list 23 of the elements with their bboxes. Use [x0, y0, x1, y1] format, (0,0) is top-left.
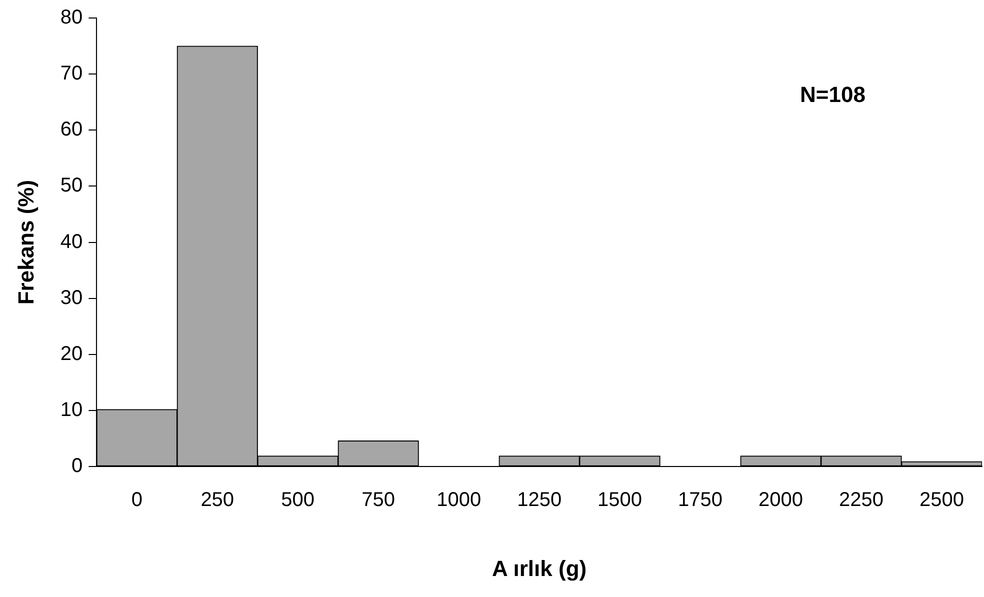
y-tick-label: 40	[60, 230, 83, 253]
y-tick-label: 70	[60, 62, 83, 85]
x-tick-label: 250	[200, 489, 234, 512]
x-tick-label: 1250	[517, 489, 562, 512]
y-tick-label: 60	[60, 118, 83, 141]
annotation: N=108	[800, 82, 866, 108]
x-tick-label: 2250	[839, 489, 884, 512]
y-tick-label: 80	[60, 6, 83, 29]
x-tick-label: 2500	[920, 489, 964, 512]
y-tick-label: 50	[60, 174, 83, 197]
x-tick-label: 1000	[436, 489, 482, 512]
y-tick-label: 0	[72, 455, 83, 478]
y-axis-title: Frekans (%)	[13, 180, 38, 305]
x-tick-label: 500	[281, 489, 315, 512]
x-tick-label: 1500	[598, 489, 642, 512]
x-tick-label: 2000	[758, 489, 804, 512]
x-tick-label: 0	[131, 489, 142, 512]
x-axis-title: A ırlık (g)	[492, 556, 587, 581]
y-tick-label: 20	[60, 342, 83, 365]
y-tick-label: 30	[60, 286, 83, 309]
x-tick-label: 750	[362, 489, 396, 512]
x-tick-label: 1750	[678, 489, 723, 512]
y-tick-label: 10	[60, 399, 83, 422]
